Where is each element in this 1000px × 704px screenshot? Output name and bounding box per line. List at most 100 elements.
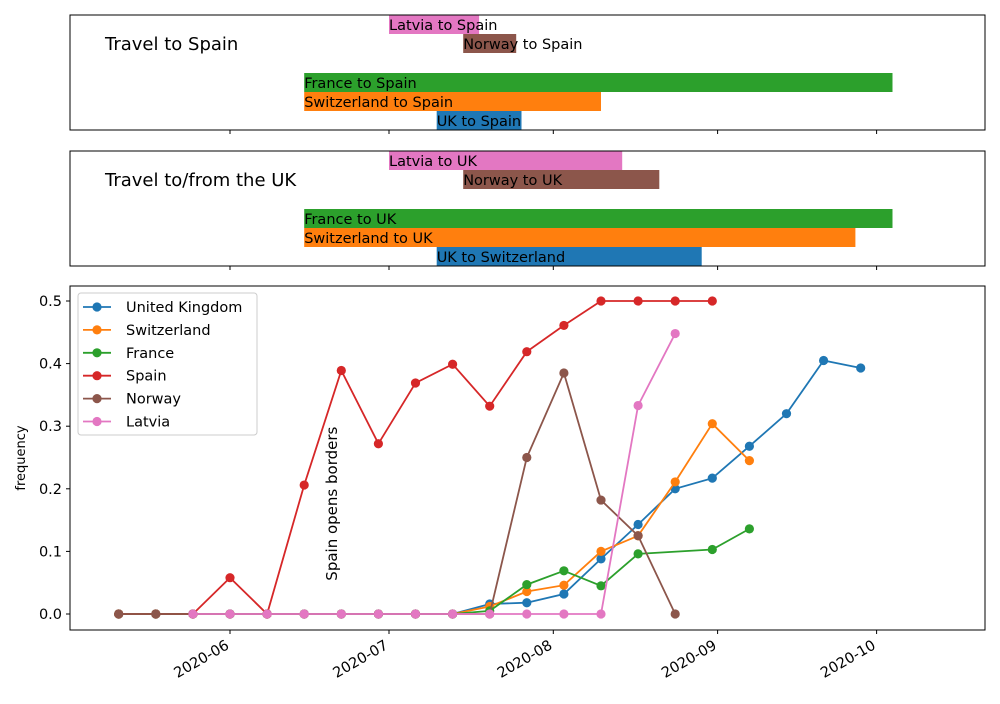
- travel-to-spain-frame: [69, 14, 986, 131]
- uk-bar-latvia-to-uk: [389, 151, 623, 170]
- series-point-switzerland-2020-08-03: [559, 580, 569, 590]
- series-point-united-kingdom-2020-09-14: [781, 409, 792, 419]
- series-point-latvia-2020-06-29: [373, 609, 383, 619]
- series-line-latvia: [192, 333, 676, 615]
- series-point-latvia-2020-08-17: [633, 400, 643, 411]
- series-point-united-kingdom-2020-08-03: [559, 589, 569, 599]
- series-point-norway-2020-08-17: [633, 531, 643, 541]
- legend: United Kingdom Switzerland France Spain Norw…: [77, 292, 258, 436]
- series-point-latvia-2020-07-27: [522, 609, 532, 619]
- uk-bar-label-norway-to-uk: Norway to UK: [463, 173, 562, 189]
- series-point-spain-2020-06-29: [373, 439, 383, 449]
- spain-bar-label-switzerland-to-spain: Switzerland to Spain: [304, 95, 453, 111]
- series-point-norway-2020-07-27: [522, 452, 532, 463]
- series-point-latvia-2020-06-01: [225, 609, 235, 619]
- travel-to-spain-panel: Latvia to Spain Norway to Spain France to …: [69, 14, 986, 134]
- y-tick-label-0.4: 0.4: [39, 357, 62, 373]
- frequency-lines: [114, 296, 866, 619]
- legend-marker-switzerland: [92, 325, 102, 335]
- series-point-spain-2020-08-03: [559, 320, 569, 331]
- series-point-france-2020-07-27: [522, 579, 532, 590]
- series-point-latvia-2020-06-22: [336, 609, 346, 619]
- legend-marker-spain: [92, 371, 102, 381]
- frequency-frame: [69, 285, 986, 631]
- series-point-united-kingdom-2020-09-21: [819, 355, 829, 366]
- y-tick-label-0.2: 0.2: [39, 482, 62, 498]
- y-tick-label-0.5: 0.5: [39, 294, 62, 310]
- legend-label-france: France: [126, 346, 174, 362]
- legend-frame: [77, 292, 258, 436]
- travel-uk-bars: Latvia to UK Norway to UK France to UK Swit…: [304, 151, 893, 266]
- series-point-latvia-2020-07-13: [448, 609, 458, 619]
- y-tick-label-0.0: 0.0: [39, 607, 62, 623]
- y-axis-label: frequency: [14, 425, 29, 491]
- uk-bar-uk-to-switzerland: [436, 247, 702, 266]
- spain-bar-uk-to-spain: [436, 111, 522, 130]
- travel-to-spain-bars: Latvia to Spain Norway to Spain France to …: [304, 15, 893, 130]
- y-tick-label-0.1: 0.1: [39, 544, 62, 560]
- series-point-norway-2020-05-18: [151, 609, 161, 619]
- legend-marker-norway: [92, 394, 102, 404]
- series-point-spain-2020-07-20: [485, 401, 495, 411]
- series-point-spain-2020-06-15: [299, 480, 309, 490]
- spain-bar-latvia-to-spain: [389, 15, 480, 34]
- travel-uk-frame: [69, 150, 986, 267]
- series-point-united-kingdom-2020-09-28: [856, 363, 866, 373]
- uk-bar-label-latvia-to-uk: Latvia to UK: [389, 154, 478, 170]
- series-point-spain-2020-06-22: [336, 365, 346, 376]
- series-point-united-kingdom-2020-08-10: [596, 554, 606, 564]
- spain-bar-norway-to-spain: [463, 34, 517, 53]
- spain-bar-label-france-to-spain: France to Spain: [304, 76, 417, 92]
- series-point-norway-2020-08-03: [559, 368, 569, 378]
- spain-bar-label-norway-to-spain: Norway to Spain: [463, 37, 582, 53]
- spain-opens-borders-annotation: Spain opens borders: [323, 426, 341, 580]
- series-point-switzerland-2020-08-10: [596, 546, 606, 557]
- travel-to-spain-ticks: [229, 130, 878, 134]
- legend-label-latvia: Latvia: [126, 415, 170, 431]
- travel-uk-ticks: [229, 266, 878, 270]
- series-point-norway-2020-08-10: [596, 495, 606, 505]
- legend-marker-latvia: [92, 416, 102, 427]
- series-point-spain-2020-07-13: [448, 359, 458, 369]
- series-point-latvia-2020-08-24: [670, 328, 680, 339]
- series-point-spain-2020-08-10: [596, 296, 606, 306]
- series-point-united-kingdom-2020-07-27: [522, 598, 532, 608]
- legend-label-united-kingdom: United Kingdom: [126, 300, 242, 316]
- series-point-france-2020-08-31: [707, 544, 717, 555]
- travel-to-spain-title: Travel to Spain: [104, 34, 238, 55]
- legend-label-spain: Spain: [126, 369, 167, 385]
- series-point-norway-2020-05-11: [114, 609, 124, 619]
- series-point-switzerland-2020-08-31: [707, 419, 717, 429]
- series-point-france-2020-08-03: [559, 566, 569, 576]
- series-point-switzerland-2020-07-27: [522, 586, 532, 597]
- series-point-spain-2020-08-31: [707, 296, 717, 306]
- series-point-united-kingdom-2020-08-17: [633, 519, 643, 530]
- series-point-spain-2020-07-06: [410, 378, 421, 388]
- legend-label-switzerland: Switzerland: [126, 323, 211, 339]
- series-point-spain-2020-07-27: [522, 347, 532, 357]
- spain-bar-label-uk-to-spain: UK to Spain: [437, 114, 521, 130]
- series-point-spain-2020-06-01: [225, 573, 235, 583]
- series-point-latvia-2020-06-15: [299, 609, 309, 619]
- spain-bar-switzerland-to-spain: [304, 92, 601, 111]
- legend-marker-united-kingdom: [92, 302, 102, 312]
- spain-bar-france-to-spain: [304, 73, 893, 92]
- uk-bar-label-switzerland-to-uk: Switzerland to UK: [304, 231, 433, 247]
- series-point-france-2020-08-17: [633, 549, 643, 559]
- series-point-france-2020-09-07: [744, 524, 755, 534]
- series-point-latvia-2020-07-06: [410, 609, 421, 619]
- y-axis: 0.0 0.1 0.2 0.3 0.4 0.5: [39, 294, 70, 623]
- series-point-united-kingdom-2020-08-31: [707, 473, 717, 483]
- uk-bar-label-uk-to-switzerland: UK to Switzerland: [437, 250, 565, 266]
- series-point-latvia-2020-08-03: [559, 609, 569, 619]
- legend-label-norway: Norway: [126, 392, 181, 408]
- y-tick-label-0.3: 0.3: [39, 419, 62, 435]
- series-point-france-2020-08-10: [596, 581, 606, 591]
- series-point-spain-2020-08-17: [633, 296, 643, 306]
- travel-uk-title: Travel to/from the UK: [104, 170, 297, 191]
- series-point-switzerland-2020-09-07: [744, 456, 755, 466]
- series-point-latvia-2020-06-08: [262, 609, 272, 619]
- series-point-latvia-2020-08-10: [596, 609, 606, 619]
- spain-bar-label-latvia-to-spain: Latvia to Spain: [389, 18, 497, 34]
